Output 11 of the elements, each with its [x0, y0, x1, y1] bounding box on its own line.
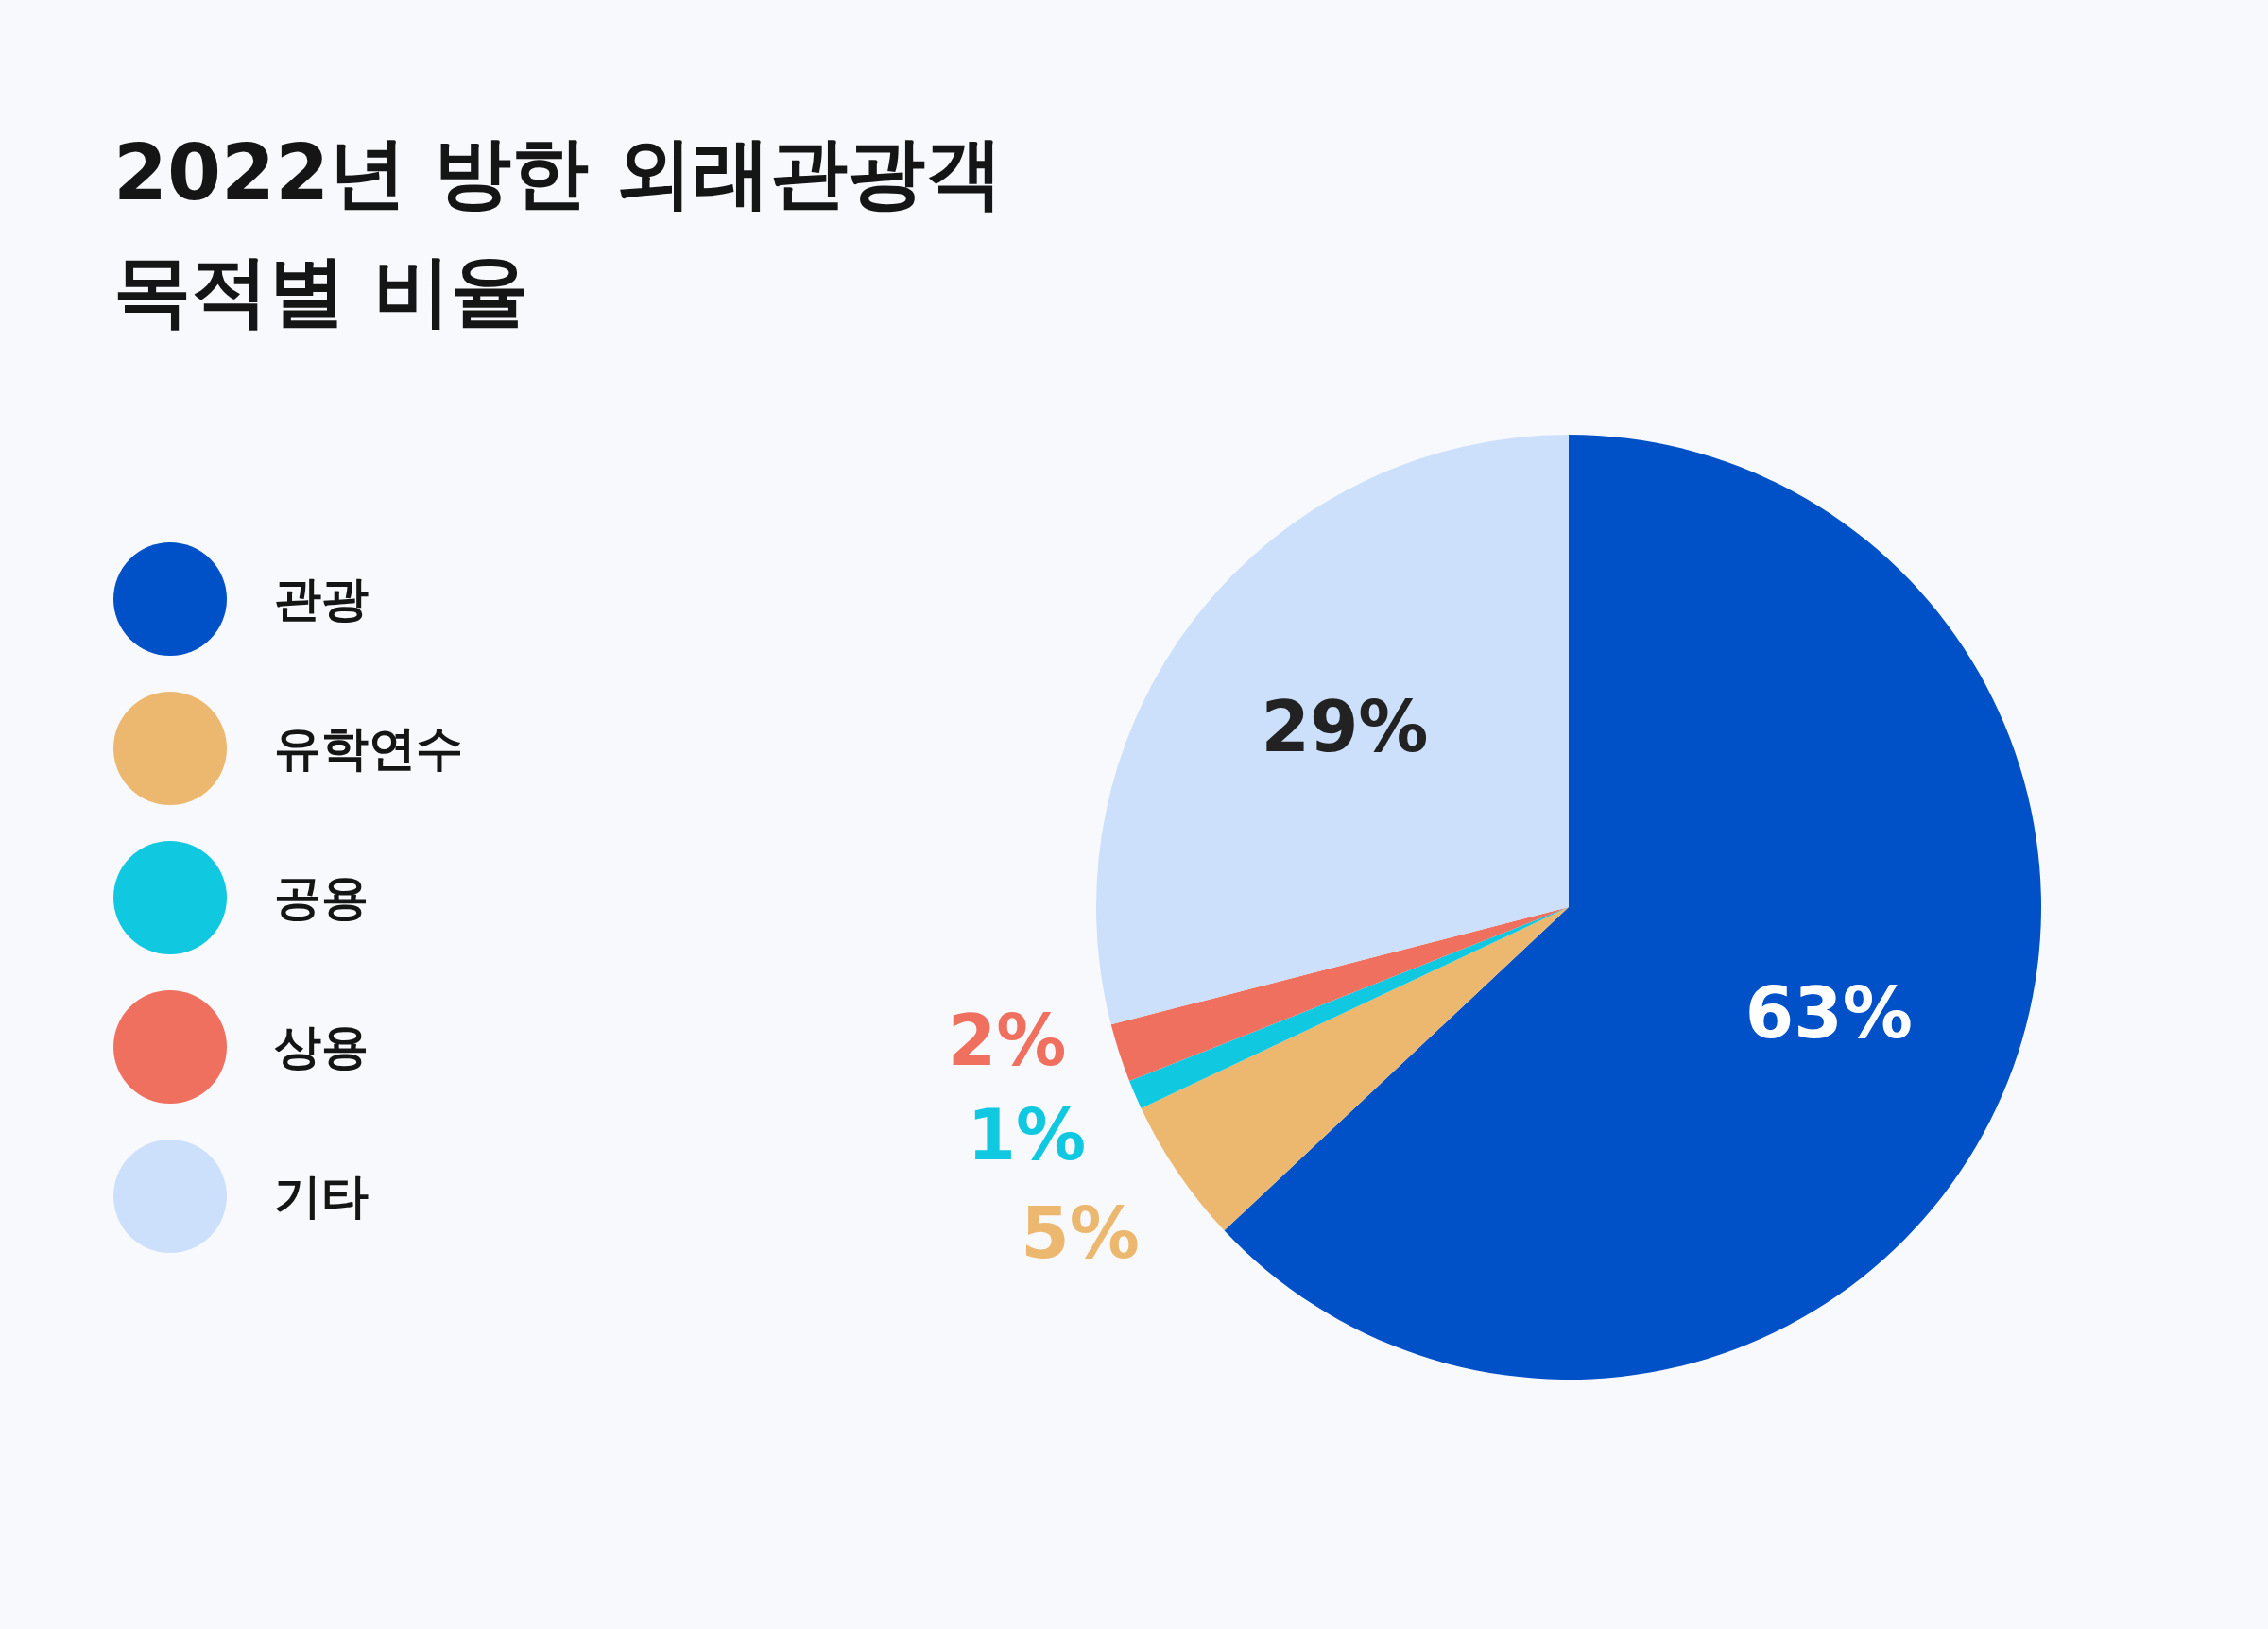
data-label: 5% [1021, 1192, 1140, 1274]
data-label: 2% [947, 1000, 1067, 1082]
legend-label: 기타 [274, 1167, 369, 1226]
data-label: 63% [1744, 972, 1913, 1055]
data-label: 29% [1261, 686, 1429, 768]
chart-title: 2022년 방한 외래관광객 목적별 비율 [113, 127, 1004, 337]
legend-label: 공용 [274, 868, 369, 927]
legend-label: 상용 [274, 1018, 369, 1076]
data-label: 1% [967, 1094, 1087, 1176]
legend-label: 관광 [274, 570, 369, 628]
legend-label: 유학연수 [274, 719, 463, 778]
